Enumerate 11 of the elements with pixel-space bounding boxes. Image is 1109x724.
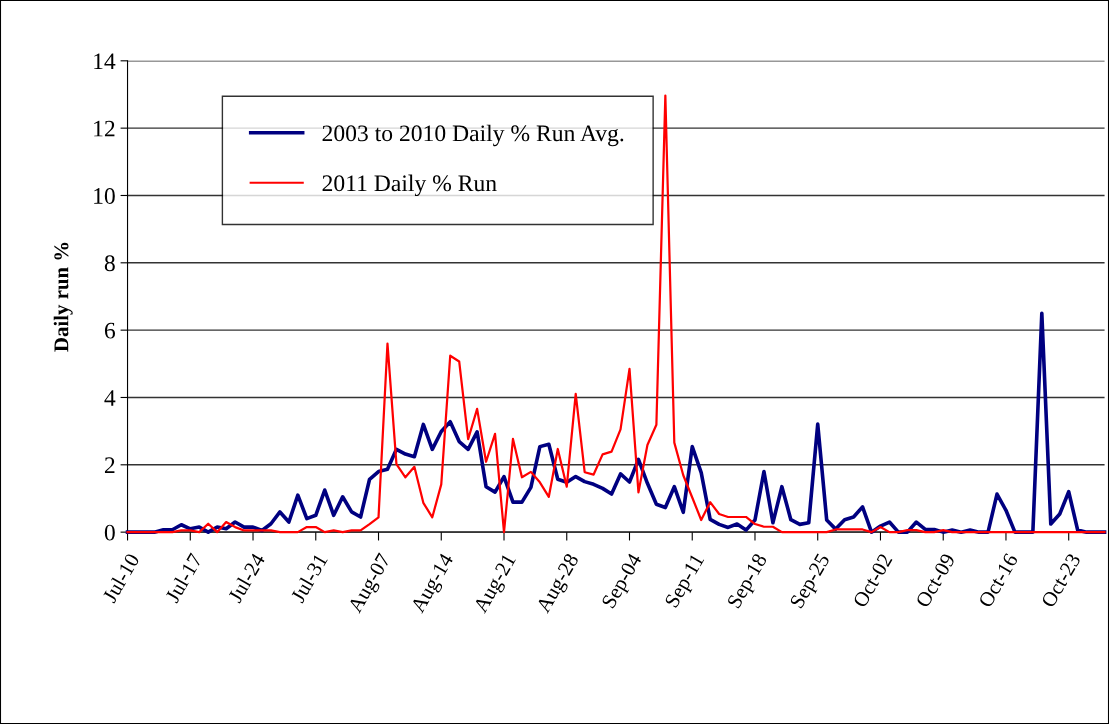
y-tick-label: 14 [94,53,116,70]
legend-label: 2003 to 2010 Daily % Run Avg. [322,124,624,147]
y-tick-label: 2 [104,457,115,473]
y-axis-title: Daily run % [53,242,73,352]
y-tick-label: 0 [104,524,115,541]
y-tick-label: 10 [94,187,115,204]
y-tick-label: 8 [104,255,115,272]
y-tick-label: 6 [104,322,116,339]
legend-label: 2011 Daily % Run [322,174,497,197]
y-tick-label: 4 [104,390,116,406]
y-tick-label: 12 [94,120,115,137]
